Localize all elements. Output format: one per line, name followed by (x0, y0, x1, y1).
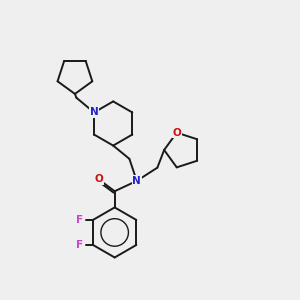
Text: N: N (132, 176, 141, 186)
Text: N: N (90, 107, 98, 118)
Text: F: F (76, 215, 83, 225)
Text: O: O (172, 128, 181, 138)
Text: F: F (76, 240, 83, 250)
Text: O: O (94, 174, 103, 184)
